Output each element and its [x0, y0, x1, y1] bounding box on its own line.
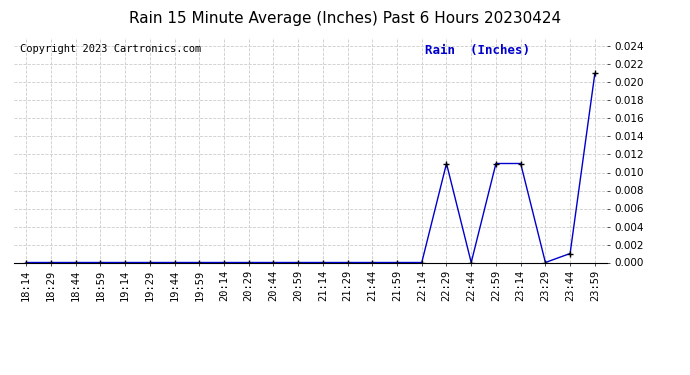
Text: Rain 15 Minute Average (Inches) Past 6 Hours 20230424: Rain 15 Minute Average (Inches) Past 6 H…	[129, 11, 561, 26]
Text: Copyright 2023 Cartronics.com: Copyright 2023 Cartronics.com	[20, 44, 201, 54]
Text: Rain  (Inches): Rain (Inches)	[425, 44, 530, 57]
